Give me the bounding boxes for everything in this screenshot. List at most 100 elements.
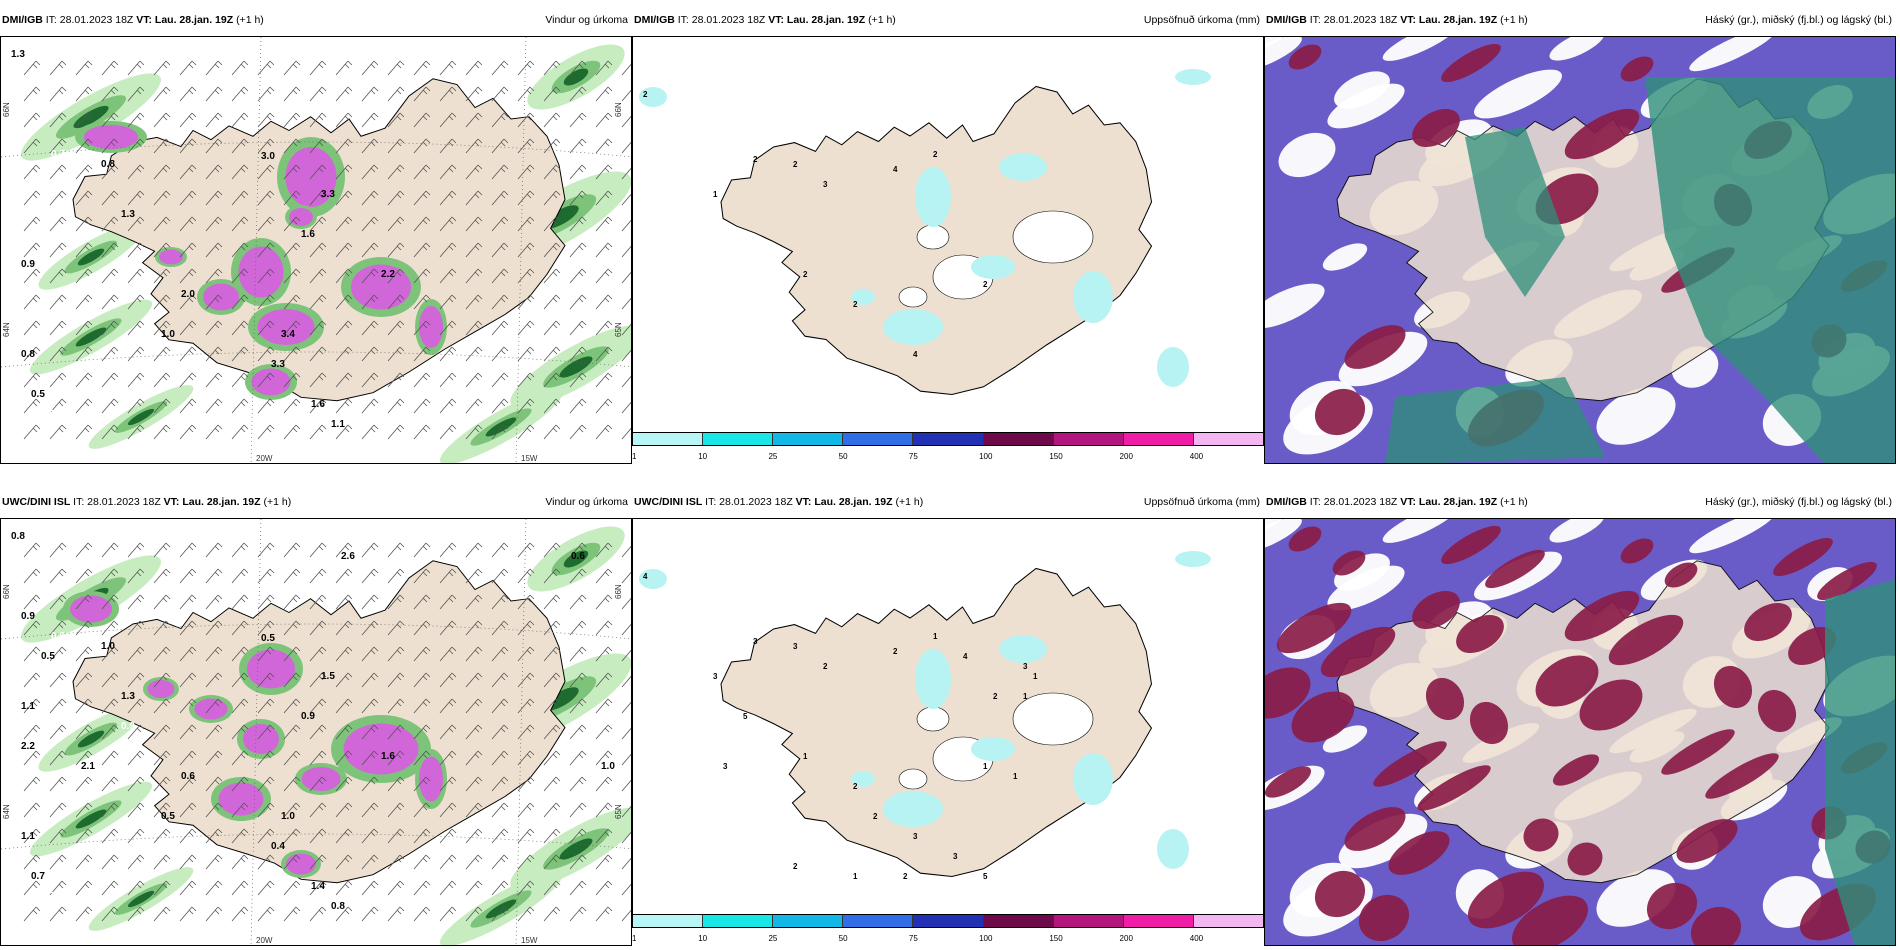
colorbar-tick-label: 200 (1119, 452, 1133, 461)
init-time: IT: 28.01.2023 18Z (73, 496, 161, 508)
wind-barb (439, 424, 457, 440)
precip-value-label: 0.7 (41, 891, 55, 902)
wind-barb (23, 86, 41, 102)
wind-barb (569, 802, 587, 818)
wind-barb (439, 346, 457, 362)
wind-barb (179, 880, 197, 896)
colorbar-tick-label: 10 (698, 452, 708, 461)
high-cloud-area (1552, 754, 1600, 786)
wind-barb (75, 802, 93, 818)
wind-barb (387, 320, 405, 336)
wind-barbs (23, 542, 631, 922)
wind-barb (465, 854, 483, 870)
wind-barb (387, 542, 405, 558)
accum-value-label: 4 (913, 350, 918, 359)
accum-value-label: 2 (753, 155, 758, 164)
wind-barb (387, 568, 405, 584)
panel-clouds-uwc: DMI/IGB IT: 28.01.2023 18Z VT: Lau. 28.j… (1264, 494, 1896, 946)
precip-area (485, 417, 517, 437)
wind-barb (465, 424, 483, 440)
parallel (1, 351, 631, 368)
wind-barb (335, 672, 353, 688)
wind-barb (335, 776, 353, 792)
wind-barb (153, 216, 171, 232)
colorbar-tick-label: 200 (1119, 934, 1133, 943)
wind-barb (309, 646, 327, 662)
wind-barb (465, 398, 483, 414)
wind-barb (75, 646, 93, 662)
wind-barb (283, 854, 301, 870)
wind-barb (49, 346, 67, 362)
lead-time: (+1 h) (236, 14, 264, 26)
wind-barb (387, 672, 405, 688)
wind-barb (543, 542, 561, 558)
wind-barb (517, 112, 535, 128)
wind-barb (283, 906, 301, 922)
wind-barb (517, 672, 535, 688)
wind-barb (543, 138, 561, 154)
colorbar-tick-label: 50 (838, 934, 848, 943)
accum-value-label: 1 (1023, 692, 1028, 701)
wind-barb (257, 724, 275, 740)
wind-barb (231, 138, 249, 154)
high-cloud-area (1713, 665, 1753, 709)
wind-barb (127, 750, 145, 766)
accum-value-label: 3 (1023, 662, 1028, 671)
panel-accum-precip-uwc: UWC/DINI ISL IT: 28.01.2023 18Z VT: Lau.… (632, 494, 1264, 946)
high-cloud-area (1690, 906, 1742, 945)
wind-barb (569, 372, 587, 388)
wind-barb (595, 372, 613, 388)
wind-barb (309, 698, 327, 714)
wind-barb (127, 802, 145, 818)
panel-clouds-dmi: DMI/IGB IT: 28.01.2023 18Z VT: Lau. 28.j… (1264, 12, 1896, 464)
wind-barb (101, 880, 119, 896)
wind-barb (387, 750, 405, 766)
accum-value-label: 4 (893, 165, 898, 174)
wind-barb (335, 242, 353, 258)
wind-barb (491, 294, 509, 310)
wind-barb (101, 646, 119, 662)
wind-barb (153, 164, 171, 180)
precip-value-label: 0.4 (271, 841, 285, 852)
precip-area (419, 756, 443, 802)
accum-precip-area (915, 649, 951, 709)
colorbar-swatch (703, 433, 774, 445)
precip-value-label: 1.5 (321, 671, 335, 682)
precip-value-label: 0.5 (31, 389, 45, 400)
wind-barb (283, 776, 301, 792)
graticule (1, 519, 631, 945)
wind-barb (179, 216, 197, 232)
wind-barb (153, 424, 171, 440)
wind-barb (387, 776, 405, 792)
high-cloud-area (1512, 895, 1588, 945)
wind-barb (335, 646, 353, 662)
precip-area (251, 368, 291, 396)
wind-barb (465, 724, 483, 740)
wind-barb (465, 372, 483, 388)
precip-value-label: 0.5 (41, 651, 55, 662)
wind-barb (257, 542, 275, 558)
wind-barb (257, 320, 275, 336)
wind-barb (309, 424, 327, 440)
wind-barb (153, 568, 171, 584)
wind-barb (491, 424, 509, 440)
wind-barb (543, 372, 561, 388)
wind-barb (179, 568, 197, 584)
accum-value-label: 3 (723, 762, 728, 771)
accum-value-label: 3 (713, 672, 718, 681)
wind-barb (491, 60, 509, 76)
wind-barb (491, 698, 509, 714)
wind-barb (439, 398, 457, 414)
precip-value-label: 1.1 (21, 701, 35, 712)
wind-barb (283, 112, 301, 128)
wind-barb (595, 854, 613, 870)
precip-area (73, 105, 109, 129)
wind-barb (127, 112, 145, 128)
wind-barb (153, 776, 171, 792)
high-cloud-area (1661, 729, 1735, 775)
wind-barb (335, 854, 353, 870)
lon-label-15w: 15W (521, 454, 538, 463)
lat-label-66n: 66N (2, 584, 11, 599)
panel-title: Uppsöfnuð úrkoma (mm) (1143, 496, 1260, 508)
colorbar-swatch (1053, 433, 1124, 445)
